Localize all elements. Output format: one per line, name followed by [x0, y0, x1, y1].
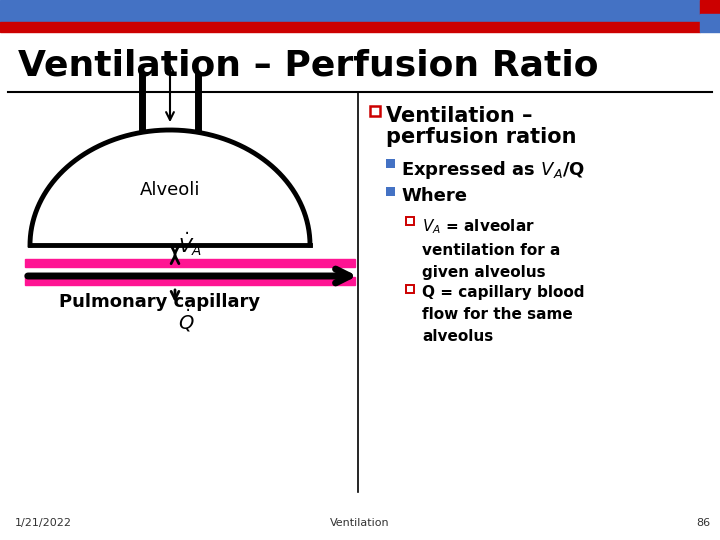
Text: 86: 86	[696, 518, 710, 528]
Text: Q = capillary blood
flow for the same
alveolus: Q = capillary blood flow for the same al…	[422, 285, 585, 345]
Text: Ventilation – Perfusion Ratio: Ventilation – Perfusion Ratio	[18, 48, 598, 82]
Bar	[0, 22, 700, 32]
Text: $\dot{V}_A$: $\dot{V}_A$	[178, 230, 202, 258]
Bar	[386, 159, 395, 168]
Text: $\dot{Q}$: $\dot{Q}$	[178, 307, 194, 334]
Text: Ventilation –: Ventilation –	[386, 106, 533, 126]
Text: 1/21/2022: 1/21/2022	[15, 518, 72, 528]
Bar	[370, 106, 380, 116]
Text: Expressed as $V_A$/Q: Expressed as $V_A$/Q	[401, 159, 585, 181]
Bar	[386, 187, 395, 196]
Text: Pulmonary capillary: Pulmonary capillary	[60, 293, 261, 311]
Bar	[700, 0, 720, 14]
Text: perfusion ration: perfusion ration	[386, 127, 577, 147]
Bar	[25, 259, 355, 267]
Text: Where: Where	[401, 187, 467, 205]
Bar	[700, 14, 720, 32]
Bar	[406, 285, 414, 293]
Text: $V_A$ = alveolar
ventilation for a
given alveolus: $V_A$ = alveolar ventilation for a given…	[422, 217, 560, 280]
Bar	[0, 0, 700, 22]
Text: Alveoli: Alveoli	[140, 181, 200, 199]
Bar	[25, 277, 355, 285]
Bar	[406, 217, 414, 225]
Text: Ventilation: Ventilation	[330, 518, 390, 528]
